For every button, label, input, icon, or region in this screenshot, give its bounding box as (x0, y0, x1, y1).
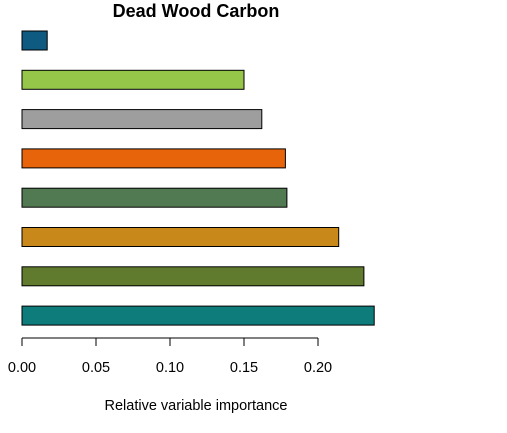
bar-group (21, 30, 375, 326)
x-axis: 0.00 0.05 0.10 0.15 0.20 (8, 337, 332, 376)
bar-3 (21, 109, 263, 130)
x-tick-label-0: 0.00 (8, 360, 36, 376)
bar-5 (21, 187, 288, 208)
bar-1 (21, 30, 48, 51)
x-tick-label-4: 0.20 (304, 360, 332, 376)
x-axis-label: Relative variable importance (105, 398, 288, 414)
x-tick-label-3: 0.15 (230, 360, 258, 376)
bar-4 (21, 148, 286, 169)
bar-7 (21, 266, 365, 287)
x-tick-label-2: 0.10 (156, 360, 184, 376)
bar-6 (21, 227, 340, 247)
x-tick-label-1: 0.05 (82, 360, 110, 376)
bar-2 (21, 69, 245, 90)
bar-8 (21, 305, 375, 326)
chart-title: Dead Wood Carbon (113, 1, 280, 21)
